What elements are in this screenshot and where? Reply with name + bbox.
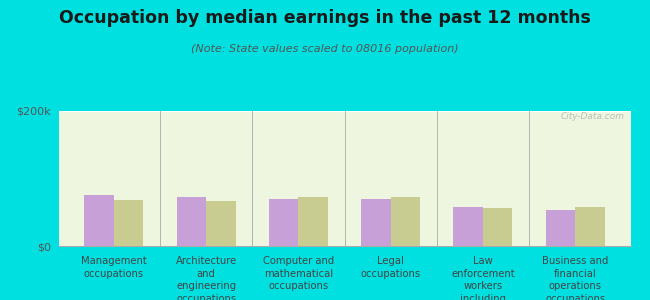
Bar bbox=[575, 207, 604, 246]
Bar bbox=[483, 208, 512, 246]
Bar bbox=[298, 197, 328, 246]
Bar bbox=[206, 201, 236, 246]
Bar bbox=[177, 197, 206, 246]
Bar bbox=[545, 209, 575, 246]
Text: (Note: State values scaled to 08016 population): (Note: State values scaled to 08016 popu… bbox=[191, 44, 459, 53]
Bar bbox=[361, 199, 391, 246]
Bar bbox=[269, 199, 298, 246]
Bar bbox=[391, 197, 420, 246]
Bar bbox=[453, 207, 483, 246]
Bar bbox=[114, 200, 144, 246]
Bar bbox=[84, 195, 114, 246]
Text: City-Data.com: City-Data.com bbox=[561, 112, 625, 121]
Text: Occupation by median earnings in the past 12 months: Occupation by median earnings in the pas… bbox=[59, 9, 591, 27]
